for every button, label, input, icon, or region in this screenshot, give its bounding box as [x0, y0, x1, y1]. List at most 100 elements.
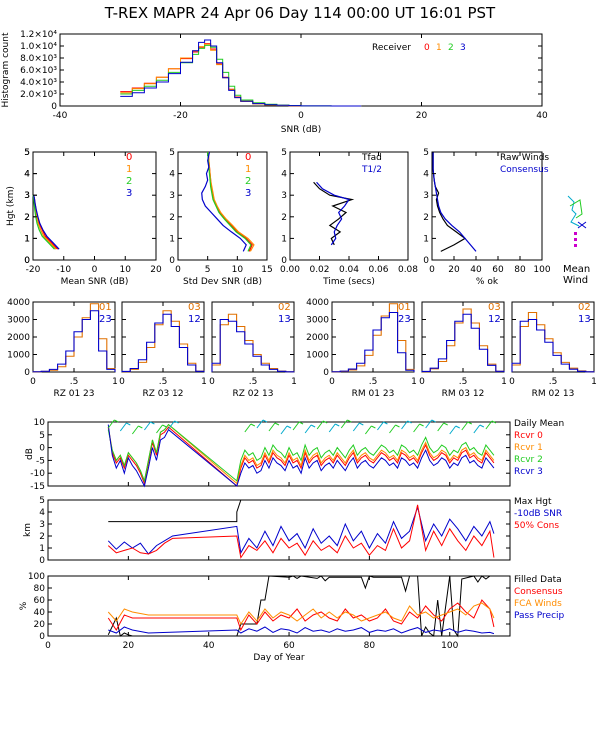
percents-ylabel: % [19, 601, 29, 610]
histogram-ytick-label: 8.0×10³ [20, 54, 57, 64]
daily-snr-wind-barb [107, 419, 115, 429]
daily-snr-wind-barb [413, 423, 420, 433]
percents-xtick-label: 60 [283, 641, 295, 651]
rz_01_23-xtick-label: 1 [112, 377, 118, 387]
rz_02_13-xtick-label: 1 [291, 377, 297, 387]
rm_03_12-xtick-label: .5 [459, 377, 468, 387]
daily-snr-wind-barb [425, 419, 433, 429]
histogram-ytick-label: 4.0×10³ [20, 78, 57, 88]
std_snr-xtick-label: 15 [261, 265, 272, 275]
percents-xtick-label: 40 [203, 641, 215, 651]
daily-snr-wind-barb [304, 424, 312, 434]
mean-snr-legend-3: 3 [126, 188, 132, 199]
daily-snr-legend-4: Rcvr 3 [514, 467, 543, 477]
daily-snr-wind-barb [491, 420, 497, 424]
rm_02_13-xtick-label: 0 [509, 377, 515, 387]
histogram-xtick-label: 40 [536, 111, 548, 121]
mean-wind-label-line2: Wind [563, 275, 588, 286]
daily-snr-wind-barb [364, 425, 372, 435]
histogram-panel: -40 -20 0 20 4002.0×10³4.0×10³6.0×10³8.0×10³… [1, 30, 548, 135]
heights-series-MaxHgt [108, 499, 494, 523]
mean-wind-barb [569, 199, 583, 219]
rm_03_12-legend-12: 12 [488, 314, 501, 325]
mean-snr-legend-2: 2 [126, 176, 132, 187]
daily-snr-wind-barb [126, 422, 131, 426]
time_scale-ytick-label: 2 [281, 213, 287, 223]
daily-snr-wind-barb [449, 425, 457, 435]
rm_01_23-xtick-label: 1 [411, 377, 417, 387]
rm_01_23-ytick-label: 2000 [306, 333, 329, 343]
rm_03_12-xtick-label: 1 [501, 377, 507, 387]
daily-snr-wind-barb [274, 422, 280, 426]
mean_snr-ytick-label: 5 [24, 148, 30, 158]
rm_01_23-ytick-label: 4000 [306, 298, 329, 308]
histogram-ytick-label: 6.0×10³ [20, 66, 57, 76]
percents-ytick-label: 0 [39, 632, 45, 642]
heights-panel: 0 1 2 3 4 5 km Max Hgt -10dB SNR 50% Cons [23, 496, 562, 566]
pct_ok-xtick-label: 0 [429, 265, 435, 275]
std-snr-legend-2: 2 [245, 176, 251, 187]
rz_03_12-xtick-label: .5 [159, 377, 168, 387]
mean_snr-ytick-label: 1 [24, 234, 30, 244]
time-legend-Tfad: Tfad [361, 153, 382, 163]
heights-legend-2: 50% Cons [514, 521, 559, 531]
std-snr-legend-1: 1 [245, 164, 251, 175]
daily-snr-wind-barb [334, 423, 340, 427]
rz_01_23-ytick-label: 1000 [7, 351, 30, 361]
daily-snr-wind-barb [401, 420, 408, 430]
daily-snr-wind-barb [473, 424, 481, 434]
std_snr-frame [177, 151, 268, 261]
rm_01_23-xtick-label: .5 [369, 377, 378, 387]
daily-snr-legend-0: Daily Mean [514, 419, 564, 429]
daily-snr-wind-barb [298, 421, 304, 425]
std_snr-ytick-label: 0 [169, 256, 175, 266]
mean-snr-ytick-label: 3 [24, 191, 30, 201]
rm_03_12-legend-03: 03 [488, 302, 501, 313]
rm_01_23-legend-23: 23 [398, 314, 411, 325]
std_snr-ytick-label: 5 [169, 148, 175, 158]
daily_snr-ytick-label: -5 [36, 456, 45, 466]
rz_01_23-xlabel: RZ 01 23 [53, 389, 94, 399]
rz_01_23-ytick-label: 4000 [7, 298, 30, 308]
mean-wind-label-line1: Mean [563, 264, 590, 275]
daily-snr-wind-barb [138, 425, 143, 429]
histogram-xtick-label: -40 [53, 111, 68, 121]
daily_snr-frame [47, 421, 511, 487]
histogram-legend-1: 1 [436, 43, 442, 53]
mean_snr-xtick-label: 20 [150, 265, 162, 275]
histogram-xtick-label: 0 [298, 111, 304, 121]
daily-snr-wind-barb [419, 423, 424, 427]
percents-legend-3: Pass Precip [514, 611, 565, 621]
mean-snr-legend-1: 1 [126, 164, 132, 175]
pct-legend-RawWinds: Raw Winds [500, 153, 549, 163]
mean_snr-xtick-label: -10 [56, 265, 71, 275]
mean_snr-series-2 [32, 195, 55, 250]
rz_03_12-series-12 [121, 313, 205, 373]
daily-snr-legend-3: Rcvr 2 [514, 455, 543, 465]
figure-title: T-REX MAPR 24 Apr 06 Day 114 00:00 UT 16… [104, 4, 496, 22]
rz_02_13-xlabel: RZ 02 13 [232, 389, 273, 399]
std-snr-legend-3: 3 [245, 188, 251, 199]
rm_01_23-xtick-label: 0 [329, 377, 335, 387]
heights-ytick-label: 2 [39, 532, 45, 542]
pct_ok-panel: 0 20 40 60 80 100 % ok Raw Winds Consensus [429, 151, 551, 287]
daily-snr-wind-barb [485, 420, 493, 430]
mean_snr-ytick-label: 2 [24, 213, 30, 223]
mean_snr-xtick-label: 0 [92, 265, 98, 275]
daily-snr-wind-barb [431, 419, 436, 423]
percents-frame [47, 575, 511, 637]
time_scale-xtick-label: 0.02 [309, 265, 329, 275]
daily-snr-wind-barb [114, 419, 119, 423]
heights-ytick-label: 4 [39, 508, 45, 518]
pct_ok-xtick-label: 100 [533, 265, 550, 275]
histogram-series-3 [120, 39, 362, 107]
mean-snr-ytick-label: 1 [24, 234, 30, 244]
pct_ok-ytick-label: 2 [423, 213, 429, 223]
pct_ok-frame [431, 151, 543, 261]
std_snr-xlabel: Std Dev SNR (dB) [183, 277, 262, 287]
